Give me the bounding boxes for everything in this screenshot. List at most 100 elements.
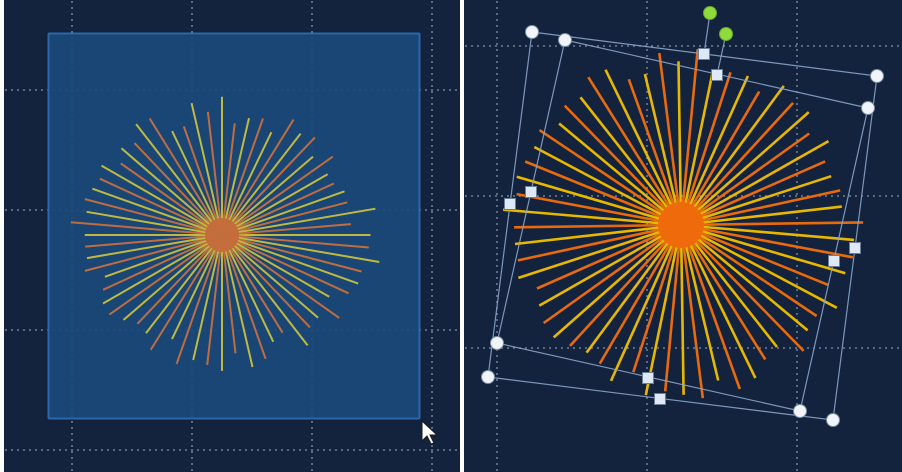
edge-handle[interactable] <box>504 198 516 210</box>
canvas-panel-right[interactable] <box>464 0 902 472</box>
grid-dot <box>646 13 648 15</box>
corner-handle[interactable] <box>861 101 875 115</box>
grid-dot <box>646 469 648 471</box>
starburst-ray <box>569 224 682 347</box>
grid-dot <box>191 421 193 423</box>
grid-dot <box>71 445 73 447</box>
edge-handle[interactable] <box>698 48 710 60</box>
grid-dot <box>496 319 498 321</box>
edge-handle[interactable] <box>828 255 840 267</box>
grid-dot <box>215 449 217 451</box>
grid-dot <box>311 439 313 441</box>
grid-dot <box>867 347 869 349</box>
grid-dot <box>717 347 719 349</box>
canvas-left[interactable] <box>4 0 460 472</box>
grid-dot <box>465 45 467 47</box>
grid-dot <box>489 195 491 197</box>
grid-dot <box>646 61 648 63</box>
grid-dot <box>549 45 551 47</box>
corner-handle[interactable] <box>525 25 539 39</box>
grid-dot <box>591 195 593 197</box>
starburst-ray <box>538 223 682 307</box>
grid-dot <box>496 427 498 429</box>
grid-dot <box>645 347 647 349</box>
starburst-ray <box>221 234 267 360</box>
grid-dot <box>431 175 433 177</box>
grid-dot <box>281 449 283 451</box>
grid-dot <box>263 449 265 451</box>
canvas-right[interactable] <box>464 0 902 472</box>
starburst-ray <box>221 234 380 263</box>
grid-dot <box>431 79 433 81</box>
rotation-handle[interactable] <box>703 6 717 20</box>
grid-dot <box>796 427 798 429</box>
corner-handle[interactable] <box>793 404 807 418</box>
grid-dot <box>47 449 49 451</box>
corner-handle[interactable] <box>558 33 572 47</box>
starburst-ray <box>680 224 805 352</box>
starburst-ray <box>221 155 314 236</box>
corner-handle[interactable] <box>490 336 504 350</box>
grid-dot <box>191 427 193 429</box>
starburst-shape[interactable] <box>70 96 380 371</box>
corner-handle[interactable] <box>481 370 495 384</box>
grid-dot <box>431 313 433 315</box>
grid-dot <box>561 195 563 197</box>
rotation-handle[interactable] <box>719 27 733 41</box>
grid-dot <box>431 403 433 405</box>
starburst-ray <box>516 175 682 227</box>
grid-dot <box>789 195 791 197</box>
grid-dot <box>627 347 629 349</box>
grid-dot <box>646 163 648 165</box>
starburst-ray <box>221 234 275 343</box>
grid-dot <box>646 67 648 69</box>
starburst-shape[interactable] <box>502 49 864 399</box>
starburst-ray <box>563 104 682 226</box>
edge-handle[interactable] <box>711 69 723 81</box>
grid-dot <box>796 265 798 267</box>
edge-handle[interactable] <box>642 372 654 384</box>
grid-dot <box>496 385 498 387</box>
corner-handle[interactable] <box>826 413 840 427</box>
grid-dot <box>311 1 313 3</box>
grid-dot <box>729 45 731 47</box>
grid-dot <box>227 449 229 451</box>
corner-handle[interactable] <box>870 69 884 83</box>
grid-dot <box>646 463 648 465</box>
edge-handle[interactable] <box>525 186 537 198</box>
grid-dot <box>885 347 887 349</box>
starburst-ray <box>585 224 683 354</box>
grid-dot <box>137 449 139 451</box>
grid-dot <box>496 205 498 207</box>
starburst-ray <box>680 102 795 226</box>
grid-dot <box>796 169 798 171</box>
grid-dot <box>431 265 433 267</box>
grid-dot <box>59 449 61 451</box>
grid-dot <box>849 195 851 197</box>
starburst-ray <box>175 234 223 365</box>
grid-dot <box>873 45 875 47</box>
grid-dot <box>796 175 798 177</box>
handles[interactable] <box>481 6 884 427</box>
canvas-panel-left[interactable] <box>4 0 460 472</box>
grid-dot <box>431 37 433 39</box>
grid-dot <box>796 205 798 207</box>
grid-dot <box>449 329 451 331</box>
grid-dot <box>646 403 648 405</box>
grid-dot <box>796 19 798 21</box>
grid-dot <box>23 89 25 91</box>
grid-dot <box>431 445 433 447</box>
starburst-ray <box>149 234 223 351</box>
grid-dot <box>496 439 498 441</box>
grid-dot <box>646 349 648 351</box>
grid-dot <box>646 457 648 459</box>
grid-dot <box>419 449 421 451</box>
grid-dot <box>741 45 743 47</box>
grid-dot <box>191 1 193 3</box>
grid-dot <box>5 209 7 211</box>
edge-handle[interactable] <box>654 393 666 405</box>
grid-dot <box>496 331 498 333</box>
grid-dot <box>496 271 498 273</box>
starburst-ray <box>221 131 273 236</box>
edge-handle[interactable] <box>849 242 861 254</box>
